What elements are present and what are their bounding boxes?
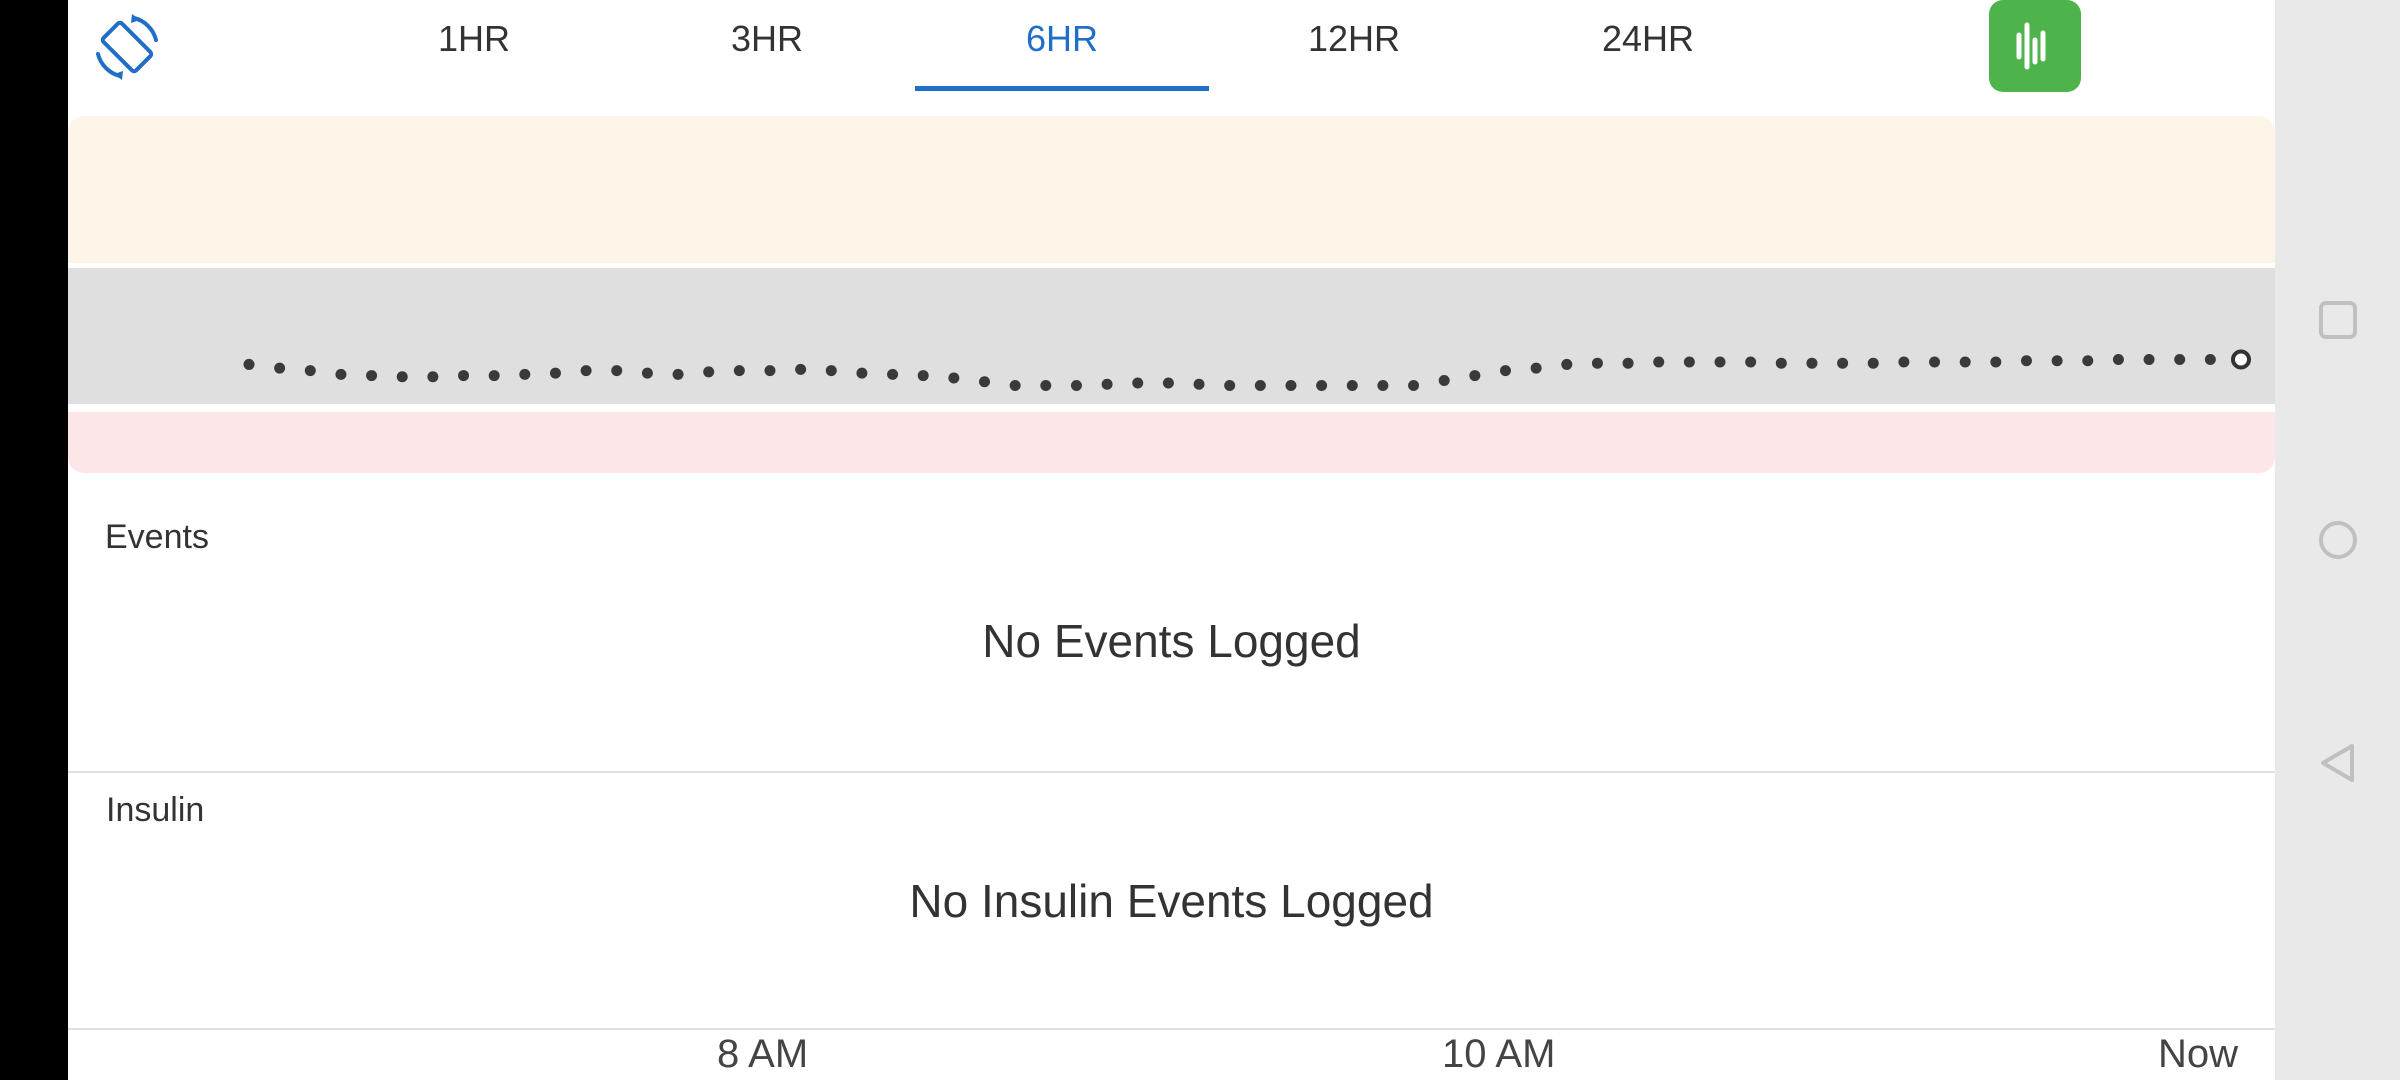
glucose-point bbox=[1959, 356, 1971, 368]
glucose-point bbox=[1132, 377, 1144, 389]
glucose-point bbox=[2204, 353, 2216, 365]
glucose-point bbox=[1377, 379, 1389, 391]
active-tab-indicator bbox=[915, 86, 1209, 91]
glucose-point bbox=[1745, 356, 1757, 368]
glucose-point bbox=[2020, 355, 2032, 367]
glucose-point bbox=[641, 367, 653, 379]
glucose-point bbox=[458, 370, 470, 382]
glucose-point bbox=[2112, 353, 2124, 365]
glucose-point bbox=[580, 365, 592, 377]
divider bbox=[68, 1028, 2275, 1030]
glucose-point bbox=[856, 367, 868, 379]
square-icon[interactable] bbox=[2318, 300, 2358, 340]
tab-3hr[interactable]: 3HR bbox=[730, 18, 804, 59]
glucose-point bbox=[1499, 365, 1511, 377]
glucose-point bbox=[611, 365, 623, 377]
glucose-point bbox=[1990, 356, 2002, 368]
screen-rotate-icon[interactable] bbox=[92, 12, 162, 82]
circle-icon[interactable] bbox=[2318, 520, 2358, 560]
glucose-point bbox=[1622, 357, 1634, 369]
glucose-point bbox=[1224, 379, 1236, 391]
glucose-point bbox=[764, 365, 776, 377]
waveform-button[interactable] bbox=[1989, 0, 2081, 92]
x-tick-label: 10 AM bbox=[1442, 1032, 1556, 1076]
glucose-point bbox=[1408, 379, 1420, 391]
system-nav-bar bbox=[2275, 0, 2400, 1080]
glucose-point bbox=[1070, 379, 1082, 391]
glucose-point bbox=[1040, 379, 1052, 391]
glucose-point bbox=[1438, 375, 1450, 387]
x-tick-label: Now bbox=[2158, 1032, 2239, 1076]
glucose-point bbox=[1653, 356, 1665, 368]
glucose-point bbox=[825, 365, 837, 377]
glucose-point bbox=[427, 371, 439, 383]
glucose-point bbox=[1346, 379, 1358, 391]
tab-12hr[interactable]: 12HR bbox=[1307, 18, 1401, 59]
tab-24hr[interactable]: 24HR bbox=[1601, 18, 1695, 59]
triangle-back-icon[interactable] bbox=[2318, 742, 2358, 784]
glucose-point bbox=[703, 366, 715, 378]
glucose-point bbox=[366, 370, 378, 382]
glucose-point bbox=[549, 367, 561, 379]
glucose-point bbox=[1316, 379, 1328, 391]
glucose-point bbox=[917, 370, 929, 382]
glucose-point bbox=[1591, 357, 1603, 369]
glucose-point bbox=[396, 371, 408, 383]
glucose-point bbox=[1683, 356, 1695, 368]
glucose-point bbox=[887, 368, 899, 380]
glucose-point bbox=[1101, 378, 1113, 390]
glucose-point bbox=[1806, 357, 1818, 369]
glucose-point bbox=[795, 363, 807, 375]
glucose-point bbox=[2143, 353, 2155, 365]
glucose-point bbox=[519, 368, 531, 380]
glucose-point bbox=[1162, 377, 1174, 389]
high-range-band bbox=[68, 116, 2275, 263]
glucose-point bbox=[1254, 379, 1266, 391]
glucose-point bbox=[243, 358, 255, 370]
glucose-point bbox=[948, 372, 960, 384]
glucose-point bbox=[1193, 378, 1205, 390]
events-empty-message: No Events Logged bbox=[982, 615, 1361, 667]
glucose-point bbox=[1009, 379, 1021, 391]
glucose-point bbox=[1714, 356, 1726, 368]
glucose-point bbox=[274, 362, 286, 374]
glucose-point bbox=[1775, 357, 1787, 369]
glucose-point bbox=[1837, 357, 1849, 369]
glucose-point bbox=[1530, 362, 1542, 374]
current-reading-point bbox=[2231, 349, 2251, 370]
glucose-point bbox=[1867, 357, 1879, 369]
glucose-point bbox=[733, 365, 745, 377]
waveform-icon bbox=[2016, 22, 2046, 70]
low-range-band bbox=[68, 412, 2275, 473]
glucose-point bbox=[2082, 355, 2094, 367]
glucose-point bbox=[2174, 353, 2186, 365]
glucose-point bbox=[2051, 355, 2063, 367]
x-tick-label: 8 AM bbox=[717, 1032, 809, 1076]
glucose-point bbox=[304, 365, 316, 377]
insulin-title: Insulin bbox=[106, 791, 205, 829]
glucose-point bbox=[488, 370, 500, 382]
tab-1hr[interactable]: 1HR bbox=[437, 18, 511, 59]
events-title: Events bbox=[105, 518, 209, 556]
tab-6hr[interactable]: 6HR bbox=[1025, 18, 1099, 59]
glucose-point bbox=[1929, 356, 1941, 368]
glucose-point bbox=[1285, 379, 1297, 391]
divider bbox=[68, 771, 2275, 773]
glucose-plot bbox=[243, 349, 2251, 391]
glucose-point bbox=[1561, 358, 1573, 370]
insulin-empty-message: No Insulin Events Logged bbox=[909, 875, 1434, 927]
glucose-point bbox=[1898, 356, 1910, 368]
glucose-point bbox=[335, 368, 347, 380]
glucose-point bbox=[672, 368, 684, 380]
glucose-point bbox=[979, 376, 991, 388]
left-black-edge bbox=[0, 0, 68, 1080]
glucose-point bbox=[1469, 370, 1481, 382]
